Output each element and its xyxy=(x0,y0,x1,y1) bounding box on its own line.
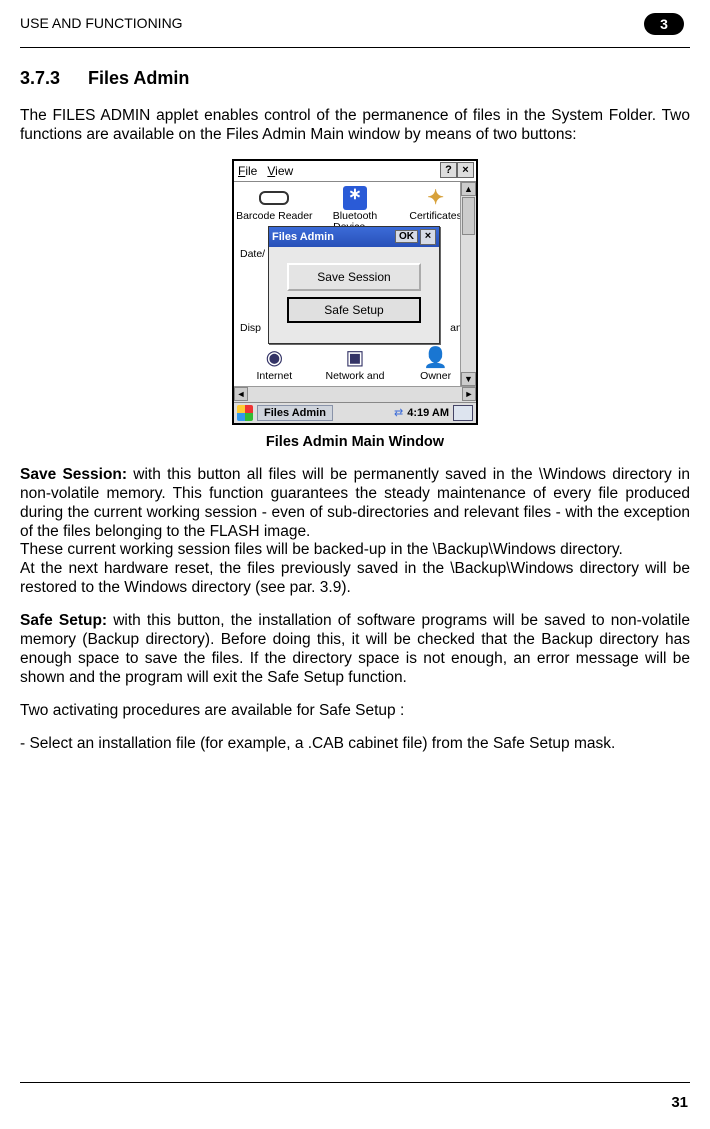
dialog-close-button[interactable]: × xyxy=(420,229,436,245)
icon-network[interactable]: ▣ Network and xyxy=(316,346,394,383)
header-rule xyxy=(20,47,690,48)
footer-rule xyxy=(20,1082,690,1083)
save-session-text-3: At the next hardware reset, the files pr… xyxy=(20,560,690,596)
save-session-text-2: These current working session files will… xyxy=(20,541,623,558)
dialog-ok-button[interactable]: OK xyxy=(395,230,418,243)
network-icon: ▣ xyxy=(340,346,370,370)
icon-internet[interactable]: ◉ Internet xyxy=(235,346,313,383)
barcode-icon xyxy=(259,186,289,210)
section-number: 3.7.3 xyxy=(20,68,60,88)
safe-setup-label: Safe Setup: xyxy=(20,612,107,629)
certificates-icon: ✦ xyxy=(421,186,451,210)
save-session-label: Save Session: xyxy=(20,466,127,483)
close-button[interactable]: × xyxy=(457,162,474,178)
partial-label-disp: Disp xyxy=(240,322,261,334)
tray-icon[interactable]: ⇄ xyxy=(394,406,403,419)
internet-icon: ◉ xyxy=(259,346,289,370)
scroll-up-arrow[interactable]: ▲ xyxy=(461,182,476,196)
start-button[interactable] xyxy=(237,405,253,421)
control-panel-grid: Barcode Reader ∗ Bluetooth Device ... ✦ … xyxy=(234,182,476,386)
icon-label: Network and xyxy=(316,371,394,383)
menubar: File View ? × xyxy=(234,161,476,182)
save-session-button[interactable]: Save Session xyxy=(287,263,421,291)
safe-setup-paragraph: Safe Setup: with this button, the instal… xyxy=(20,612,690,688)
icon-label: Internet xyxy=(235,371,313,383)
chapter-badge: 3 xyxy=(644,13,684,35)
partial-label-date: Date/ xyxy=(240,248,265,260)
dialog-title: Files Admin xyxy=(272,231,395,243)
safe-setup-procedures: Two activating procedures are available … xyxy=(20,702,690,721)
taskbar-clock: 4:19 AM xyxy=(407,407,449,419)
figure: File View ? × Barcode Reader ∗ Bluetooth… xyxy=(20,159,690,426)
section-title: Files Admin xyxy=(88,68,189,88)
icon-label: Barcode Reader xyxy=(235,211,313,223)
owner-icon: 👤 xyxy=(421,346,451,370)
scroll-thumb[interactable] xyxy=(462,197,475,235)
menu-view[interactable]: View xyxy=(267,164,293,178)
sip-icon[interactable] xyxy=(453,405,473,421)
save-session-paragraph: Save Session: with this button all files… xyxy=(20,466,690,598)
horizontal-scrollbar[interactable]: ◄ ► xyxy=(234,386,476,402)
running-head: USE AND FUNCTIONING xyxy=(20,15,183,31)
intro-paragraph: The FILES ADMIN applet enables control o… xyxy=(20,107,690,145)
files-admin-dialog: Files Admin OK × Save Session Safe Setup xyxy=(268,226,440,344)
help-button[interactable]: ? xyxy=(440,162,457,178)
bluetooth-icon: ∗ xyxy=(340,186,370,210)
safe-setup-button[interactable]: Safe Setup xyxy=(287,297,421,323)
taskbar: Files Admin ⇄ 4:19 AM xyxy=(234,402,476,423)
taskbar-app[interactable]: Files Admin xyxy=(257,405,333,421)
menu-file[interactable]: File xyxy=(238,164,257,178)
figure-caption: Files Admin Main Window xyxy=(20,434,690,450)
scroll-left-arrow[interactable]: ◄ xyxy=(234,387,248,401)
device-screenshot: File View ? × Barcode Reader ∗ Bluetooth… xyxy=(232,159,478,425)
page-number: 31 xyxy=(671,1094,688,1111)
vertical-scrollbar[interactable]: ▲ ▼ xyxy=(460,182,476,386)
scroll-down-arrow[interactable]: ▼ xyxy=(461,372,476,386)
safe-setup-bullet: - Select an installation file (for examp… xyxy=(20,735,690,754)
safe-setup-text-1: with this button, the installation of so… xyxy=(20,612,690,686)
section-heading: 3.7.3 Files Admin xyxy=(20,68,690,89)
scroll-right-arrow[interactable]: ► xyxy=(462,387,476,401)
dialog-titlebar: Files Admin OK × xyxy=(269,227,439,247)
